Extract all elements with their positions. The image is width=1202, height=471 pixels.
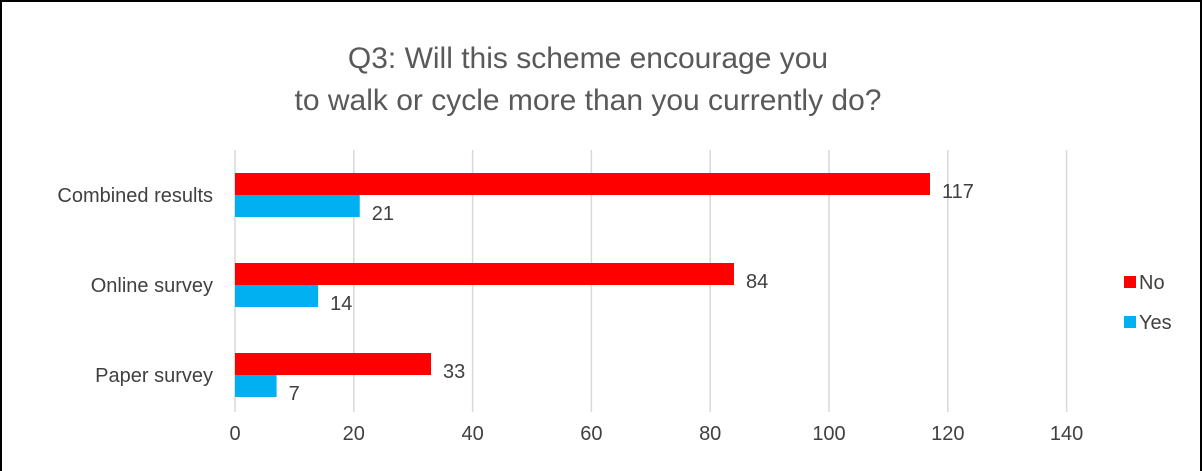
bar-no-0 [235, 173, 930, 195]
bar-no-1 [235, 263, 734, 285]
chart-title-line-1: Q3: Will this scheme encourage you [348, 42, 828, 75]
x-tick-label-0: 0 [229, 423, 240, 445]
bar-yes-2 [235, 375, 277, 397]
data-label-yes-0: 21 [372, 203, 394, 225]
legend-label-yes: Yes [1139, 312, 1172, 334]
x-tick-label-80: 80 [699, 423, 721, 445]
category-label-2: Paper survey [95, 365, 213, 387]
bars [235, 173, 930, 397]
x-tick-label-40: 40 [461, 423, 483, 445]
bar-yes-1 [235, 285, 319, 307]
x-tick-label-60: 60 [580, 423, 602, 445]
data-label-no-1: 84 [746, 271, 768, 293]
legend-swatch-yes [1124, 316, 1136, 328]
x-tick-label-120: 120 [931, 423, 964, 445]
x-tick-label-20: 20 [343, 423, 365, 445]
x-tick-label-140: 140 [1050, 423, 1083, 445]
chart-title: Q3: Will this scheme encourage you to wa… [295, 42, 882, 117]
category-label-0: Combined results [57, 185, 213, 207]
category-labels: Combined results Online survey Paper surve… [57, 185, 213, 387]
data-label-yes-2: 7 [289, 383, 300, 405]
legend: No Yes [1124, 272, 1172, 334]
bar-no-2 [235, 353, 432, 375]
legend-swatch-no [1124, 276, 1136, 288]
x-axis-tick-labels: 0 20 40 60 80 100 120 140 [229, 423, 1083, 445]
legend-label-no: No [1139, 272, 1165, 294]
category-label-1: Online survey [91, 275, 213, 297]
data-label-no-0: 117 [942, 181, 974, 203]
bar-yes-0 [235, 195, 360, 217]
data-label-yes-1: 14 [330, 293, 352, 315]
chart-title-line-2: to walk or cycle more than you currently… [295, 84, 882, 117]
data-labels: 117 21 84 14 33 7 [289, 181, 974, 405]
x-tick-label-100: 100 [812, 423, 845, 445]
data-label-no-2: 33 [443, 361, 465, 383]
